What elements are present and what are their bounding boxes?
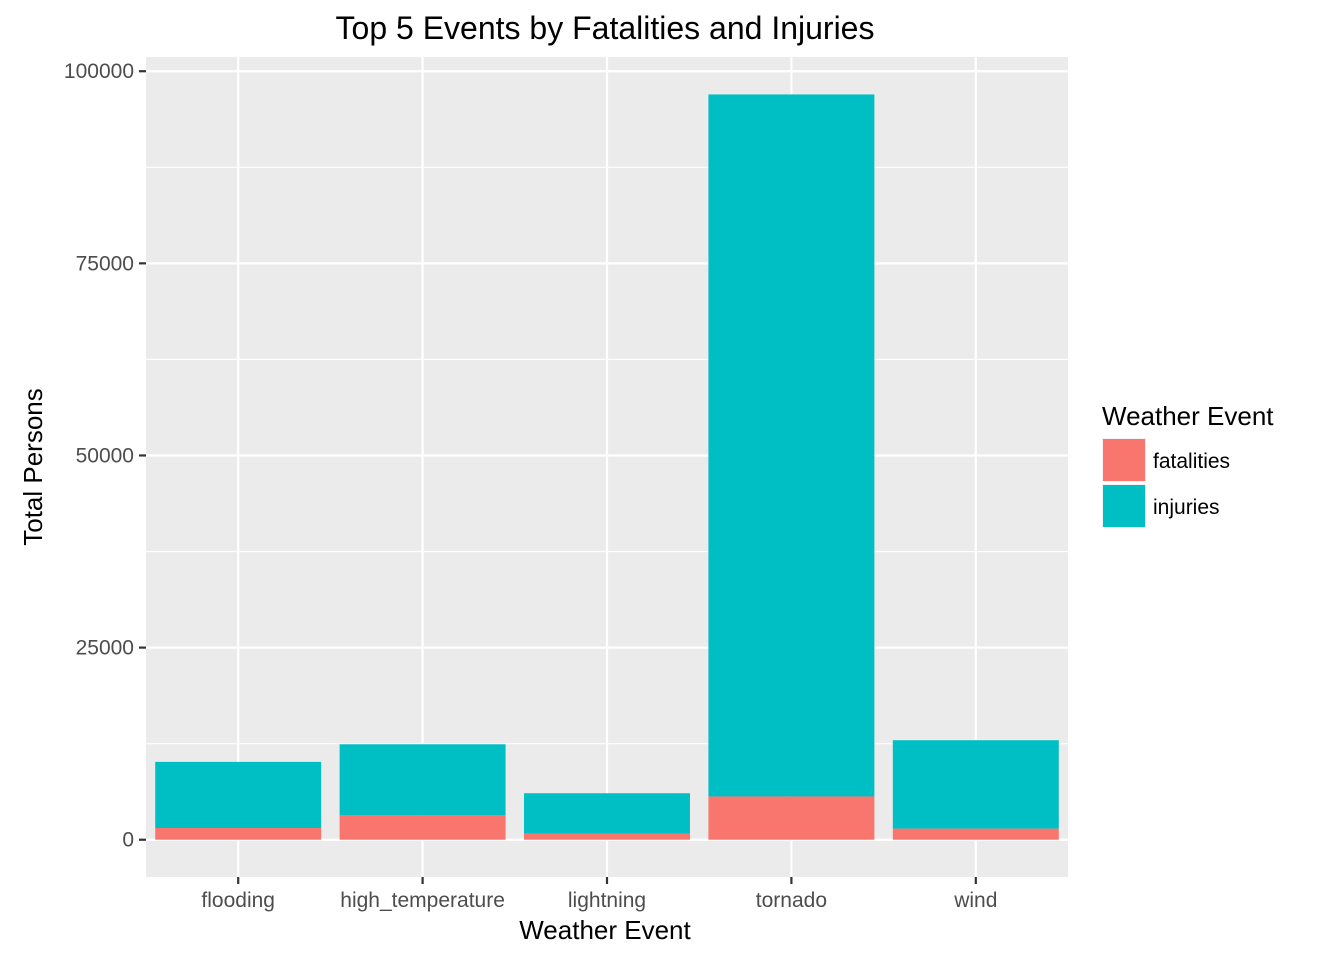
legend: Weather Event fatalities injuries xyxy=(1102,401,1274,528)
bar-injuries-lightning xyxy=(524,793,690,834)
x-tick-label: wind xyxy=(953,889,997,912)
bar-fatalities-high_temperature xyxy=(339,815,506,840)
bar-injuries-wind xyxy=(892,740,1059,829)
x-tick-label: lightning xyxy=(568,889,646,912)
bar-fatalities-flooding xyxy=(155,828,322,840)
x-tick-label: tornado xyxy=(756,889,827,912)
bar-injuries-flooding xyxy=(155,761,322,829)
y-tick-label: 25000 xyxy=(76,637,134,660)
y-tick-label: 0 xyxy=(122,829,134,852)
major-gridlines xyxy=(146,57,1068,877)
legend-title: Weather Event xyxy=(1102,401,1274,431)
bar-fatalities-tornado xyxy=(708,796,875,840)
legend-swatch-injuries xyxy=(1103,485,1145,527)
y-tick-label: 75000 xyxy=(76,252,134,275)
bar-injuries-tornado xyxy=(708,94,875,797)
x-tick-label: high_temperature xyxy=(340,889,505,912)
chart-title: Top 5 Events by Fatalities and Injuries xyxy=(336,10,875,46)
x-axis: flooding high_temperature lightning tornado… xyxy=(201,877,997,912)
y-tick-label: 50000 xyxy=(76,444,134,467)
bar-injuries-high_temperature xyxy=(339,744,506,816)
y-axis: 0 25000 50000 75000 100000 xyxy=(64,60,146,852)
legend-label-injuries: injuries xyxy=(1153,496,1220,519)
y-axis-title: Total Persons xyxy=(18,388,48,546)
bar-fatalities-wind xyxy=(892,828,1059,840)
y-tick-label: 100000 xyxy=(64,60,134,83)
bars xyxy=(155,94,1059,840)
bar-fatalities-lightning xyxy=(524,833,690,840)
x-axis-title: Weather Event xyxy=(519,915,691,945)
legend-label-fatalities: fatalities xyxy=(1153,450,1230,473)
x-tick-label: flooding xyxy=(201,889,275,912)
legend-swatch-fatalities xyxy=(1103,439,1145,481)
